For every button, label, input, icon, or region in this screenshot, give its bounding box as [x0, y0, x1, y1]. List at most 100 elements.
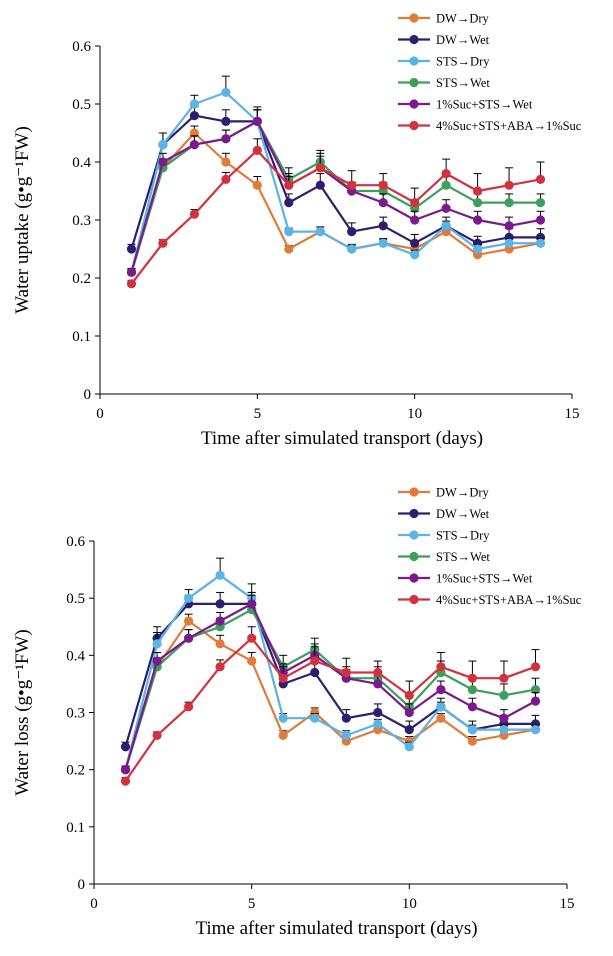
- data-point: [378, 221, 388, 231]
- series-line: [130, 91, 541, 273]
- data-point: [184, 633, 194, 643]
- data-point: [120, 776, 131, 786]
- data-point: [410, 238, 420, 248]
- data-point: [373, 719, 383, 729]
- legend-label: 1%Suc+STS→Wet: [436, 572, 533, 586]
- legend-entry: DW→Wet: [398, 507, 490, 521]
- series-6: [120, 626, 541, 786]
- series-line: [124, 637, 536, 782]
- y-tick-label: 0.5: [72, 97, 91, 113]
- data-point: [247, 656, 257, 666]
- data-point: [373, 667, 383, 678]
- data-point: [410, 215, 420, 225]
- legend-label: 1%Suc+STS→Wet: [436, 98, 533, 112]
- y-axis-title: Water uptake (g•g⁻¹FW): [12, 126, 33, 314]
- data-point: [152, 639, 162, 649]
- series-3: [120, 557, 541, 775]
- y-tick-label: 0.4: [72, 155, 91, 171]
- data-point: [278, 713, 288, 723]
- data-point: [499, 690, 509, 701]
- legend-marker: [409, 573, 419, 583]
- y-axis-title: Water loss (g•g⁻¹FW): [12, 629, 33, 795]
- legend-entry: 1%Suc+STS→Wet: [398, 98, 533, 112]
- data-point: [404, 725, 414, 735]
- legend-label: STS→Dry: [436, 529, 490, 543]
- legend-entry: STS→Dry: [398, 55, 490, 69]
- data-point: [315, 227, 325, 237]
- legend-label: DW→Wet: [436, 33, 490, 47]
- y-tick-label: 0.1: [72, 329, 91, 345]
- x-tick-label: 0: [90, 896, 98, 912]
- data-point: [410, 250, 420, 260]
- data-point: [378, 180, 388, 190]
- data-point: [535, 198, 546, 208]
- data-point: [504, 221, 514, 231]
- legend-label: STS→Dry: [436, 55, 490, 69]
- data-point: [535, 215, 546, 225]
- data-point: [158, 140, 168, 150]
- data-point: [499, 713, 509, 723]
- data-point: [284, 227, 294, 237]
- data-point: [473, 186, 483, 196]
- data-point: [189, 128, 199, 138]
- data-point: [378, 238, 388, 248]
- data-point: [284, 244, 294, 254]
- data-point: [436, 713, 446, 723]
- data-point: [378, 198, 388, 208]
- data-point: [436, 702, 446, 712]
- data-point: [215, 570, 225, 580]
- legend-label: 4%Suc+STS+ABA→1%Suc: [436, 119, 582, 133]
- x-tick-label: 5: [254, 406, 262, 422]
- data-point: [404, 742, 414, 752]
- data-point: [467, 685, 477, 695]
- series-line: [130, 120, 541, 273]
- series-6: [126, 138, 546, 289]
- legend-label: DW→Dry: [436, 486, 490, 500]
- data-point: [310, 667, 320, 678]
- y-tick-label: 0.3: [72, 213, 91, 229]
- legend-marker: [409, 13, 419, 23]
- data-point: [467, 702, 477, 712]
- data-point: [252, 145, 262, 155]
- data-point: [467, 725, 477, 735]
- data-point: [441, 169, 451, 179]
- data-point: [215, 616, 225, 626]
- y-tick-label: 0.2: [72, 271, 91, 287]
- data-point: [467, 736, 477, 746]
- data-point: [247, 633, 257, 643]
- x-tick-label: 15: [565, 406, 580, 422]
- legend-marker: [409, 120, 419, 131]
- data-point: [221, 174, 231, 184]
- data-point: [158, 157, 168, 167]
- legend-entry: STS→Wet: [398, 550, 490, 564]
- series-line: [130, 114, 541, 250]
- data-point: [347, 227, 357, 237]
- data-point: [126, 267, 137, 277]
- legend-entry: DW→Dry: [398, 12, 490, 26]
- data-point: [184, 616, 194, 626]
- data-point: [530, 696, 541, 706]
- y-tick-label: 0.4: [66, 648, 85, 664]
- data-point: [473, 198, 483, 208]
- data-point: [278, 673, 288, 683]
- legend-label: DW→Wet: [436, 507, 490, 521]
- data-point: [221, 87, 231, 97]
- data-point: [120, 765, 131, 775]
- data-point: [189, 140, 199, 150]
- data-point: [467, 673, 477, 683]
- chart-2: 0 0.1 0.2 0.3 0.4 0.5 0.6 0 5 10 15 Time after simu…: [12, 486, 582, 940]
- y-tick-label: 0.6: [72, 39, 91, 55]
- data-point: [221, 157, 231, 167]
- data-point: [436, 662, 446, 672]
- data-point: [126, 244, 137, 254]
- data-point: [499, 725, 509, 735]
- data-point: [499, 673, 509, 683]
- series-line: [130, 149, 541, 285]
- data-point: [504, 238, 514, 248]
- data-point: [441, 180, 451, 190]
- data-point: [473, 215, 483, 225]
- data-point: [310, 713, 320, 723]
- data-point: [215, 662, 225, 672]
- data-point: [315, 163, 325, 173]
- legend-entry: 4%Suc+STS+ABA→1%Suc: [398, 593, 582, 607]
